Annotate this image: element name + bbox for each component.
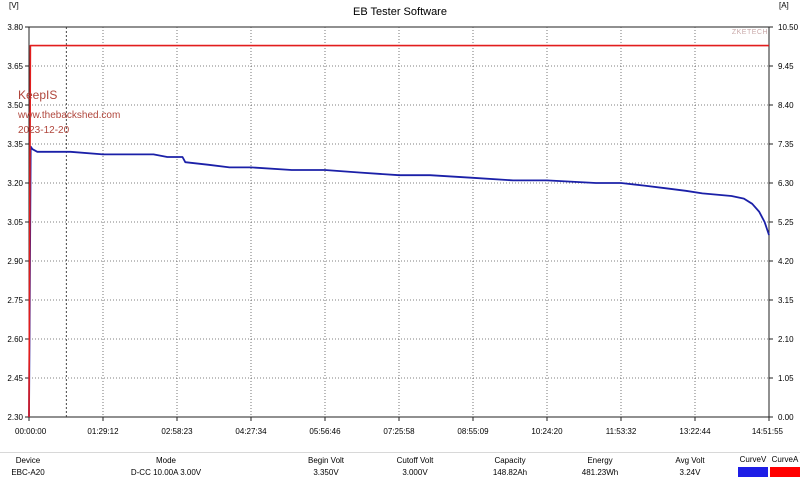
status-begin-volt: Begin Volt 3.350V <box>296 455 356 479</box>
y-right-tick-label: 6.30 <box>778 179 794 188</box>
x-tick-label: 04:27:34 <box>235 427 267 436</box>
status-cutoff-volt: Cutoff Volt 3.000V <box>385 455 445 479</box>
watermark-date: 2023-12-20 <box>18 125 70 136</box>
voltage-curve-line <box>28 145 770 418</box>
y-right-tick-label: 1.05 <box>778 374 794 383</box>
y-left-tick-label: 3.80 <box>7 23 23 32</box>
y-right-tick-label: 9.45 <box>778 62 794 71</box>
status-value: 481.23Wh <box>581 468 619 477</box>
y-right-tick-label: 3.15 <box>778 296 794 305</box>
y-left-tick-label: 2.75 <box>7 296 23 305</box>
watermark-name: KeepIS <box>18 88 58 102</box>
y-left-tick-label: 2.30 <box>7 413 23 422</box>
status-header: Capacity <box>494 456 526 465</box>
y-right-tick-label: 4.20 <box>778 257 794 266</box>
x-tick-label: 14:51:55 <box>752 427 784 436</box>
y-left-tick-label: 3.20 <box>7 179 23 188</box>
curve-v-swatch <box>738 467 768 477</box>
status-device: Device EBC-A20 <box>6 455 50 479</box>
watermark-site: www.thebackshed.com <box>18 110 121 121</box>
curve-a-swatch <box>770 467 800 477</box>
x-tick-label: 11:53:32 <box>606 427 637 436</box>
status-header: Mode <box>155 456 176 465</box>
curve-v-toggle[interactable]: CurveV <box>738 455 768 477</box>
status-value: EBC-A20 <box>11 468 45 477</box>
x-tick-label: 02:58:23 <box>161 427 193 436</box>
status-value: D-CC 10.00A 3.00V <box>130 468 202 477</box>
y-left-tick-label: 3.65 <box>7 62 23 71</box>
x-tick-label: 10:24:20 <box>531 427 563 436</box>
status-energy: Energy 481.23Wh <box>570 455 630 479</box>
y-left-tick-label: 3.05 <box>7 218 23 227</box>
y-left-tick-label: 2.60 <box>7 335 23 344</box>
y-left-tick-label: 3.50 <box>7 101 23 110</box>
status-value: 148.82Ah <box>492 468 528 477</box>
y-right-tick-label: 10.50 <box>778 23 799 32</box>
right-axis-unit: [A] <box>779 1 789 10</box>
curve-v-label: CurveV <box>739 455 767 464</box>
left-axis-unit: [V] <box>9 1 19 10</box>
status-header: Cutoff Volt <box>396 456 434 465</box>
curve-a-label: CurveA <box>771 455 799 464</box>
current-curve-line <box>28 44 769 418</box>
status-capacity: Capacity 148.82Ah <box>480 455 540 479</box>
x-tick-label: 01:29:12 <box>87 427 119 436</box>
status-mode: Mode D-CC 10.00A 3.00V <box>120 455 212 479</box>
status-header: Begin Volt <box>307 456 345 465</box>
y-right-tick-label: 7.35 <box>778 140 794 149</box>
status-header: Device <box>15 456 41 465</box>
x-tick-label: 13:22:44 <box>679 427 711 436</box>
status-bar: Device EBC-A20 Mode D-CC 10.00A 3.00V Be… <box>0 452 800 489</box>
status-value: 3.000V <box>402 468 428 477</box>
y-left-tick-label: 3.35 <box>7 140 23 149</box>
y-left-tick-label: 2.90 <box>7 257 23 266</box>
status-avg-volt: Avg Volt 3.24V <box>660 455 720 479</box>
curve-a-toggle[interactable]: CurveA <box>770 455 800 477</box>
status-value: 3.350V <box>313 468 339 477</box>
x-tick-label: 07:25:58 <box>383 427 415 436</box>
y-right-tick-label: 0.00 <box>778 413 794 422</box>
y-right-tick-label: 2.10 <box>778 335 794 344</box>
status-value: 3.24V <box>679 468 701 477</box>
status-header: Energy <box>587 456 613 465</box>
x-tick-label: 00:00:00 <box>15 427 47 436</box>
discharge-chart: 3.80 10.50 3.65 9.45 3.50 8.40 3.35 7.35 3.20 6.3… <box>7 23 799 436</box>
y-left-tick-label: 2.45 <box>7 374 23 383</box>
x-tick-label: 08:55:09 <box>457 427 489 436</box>
window-title: EB Tester Software <box>353 6 447 18</box>
status-header: Avg Volt <box>675 456 705 465</box>
x-tick-label: 05:56:46 <box>309 427 341 436</box>
brand-label: ZKETECH <box>731 29 768 36</box>
y-right-tick-label: 5.25 <box>778 218 794 227</box>
y-right-tick-label: 8.40 <box>778 101 794 110</box>
